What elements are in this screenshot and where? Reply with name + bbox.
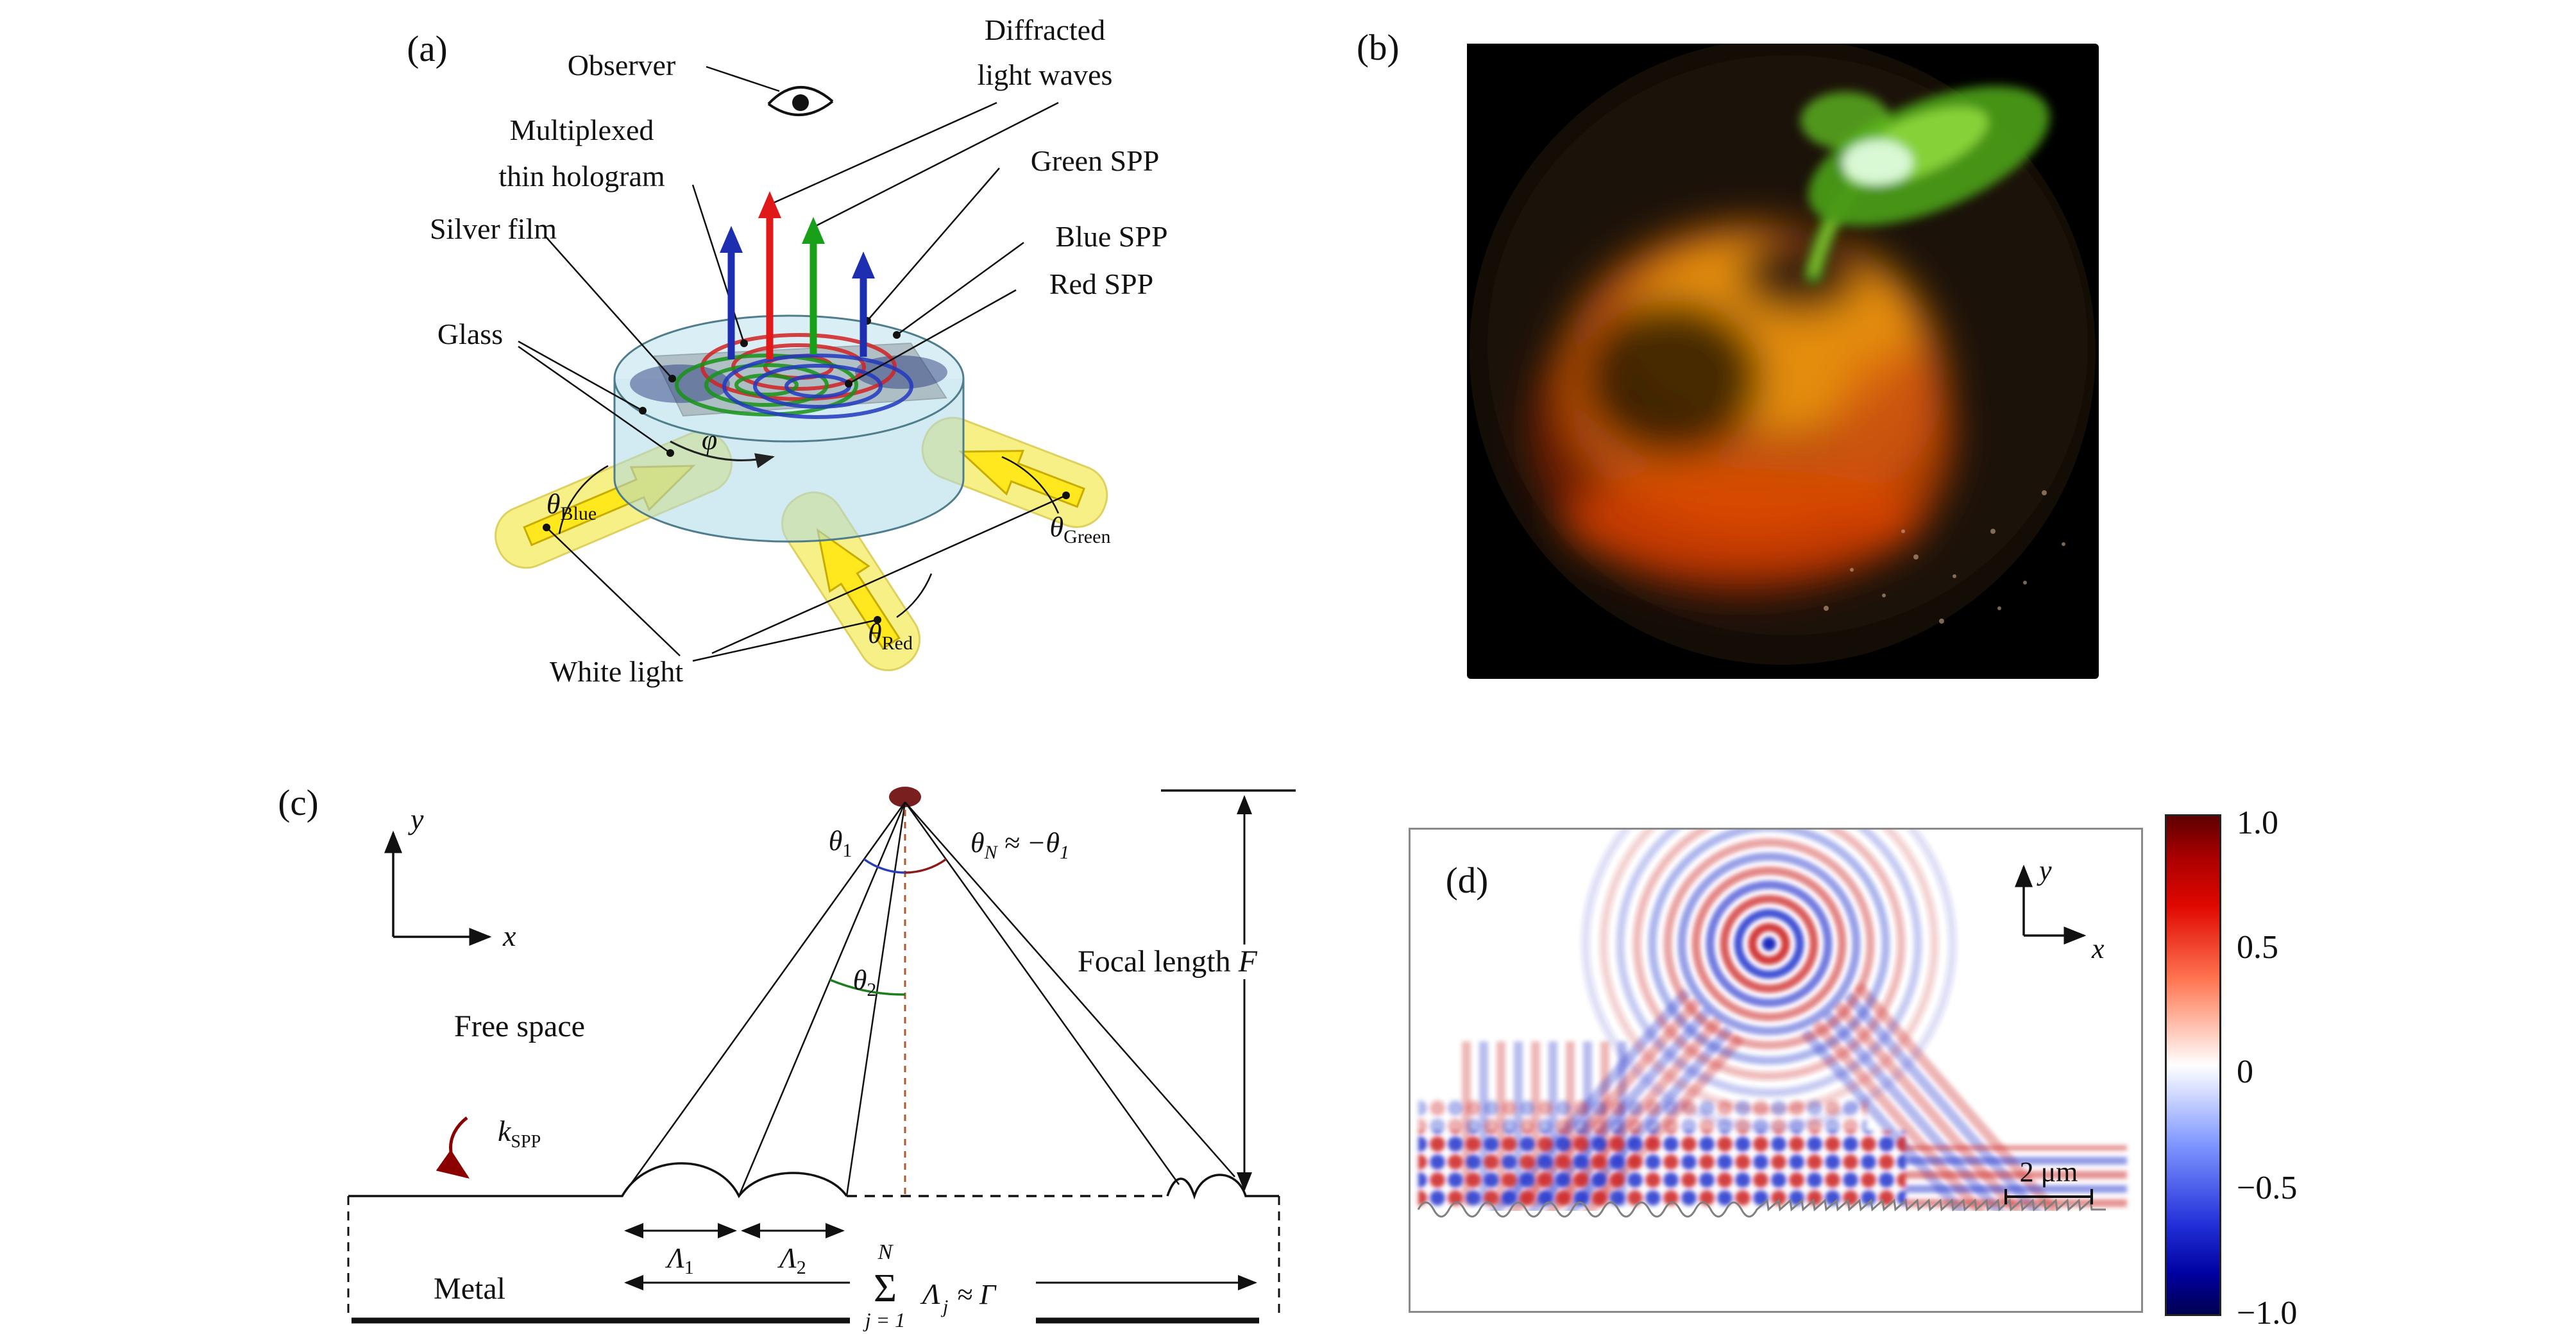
- multiplexed-hologram-rings: [630, 333, 947, 419]
- panel-d-tag: (d): [1446, 860, 1488, 901]
- colorbar-tick-m05: −0.5: [2237, 1170, 2298, 1206]
- substrate-mask: [1411, 1211, 2141, 1311]
- panel-c: (c) y x Free space kSPP Metal: [278, 783, 1296, 1331]
- focal-point: [889, 787, 921, 807]
- leader-lines: [518, 65, 1067, 662]
- label-silver-film: Silver film: [430, 212, 557, 245]
- label-theta-green: θGreen: [1050, 511, 1111, 547]
- sum-label-bg: [850, 1238, 1036, 1328]
- label-metal: Metal: [434, 1272, 505, 1306]
- observer-eye-icon: [767, 86, 834, 117]
- label-white-light: White light: [550, 655, 683, 688]
- glass-disk: [613, 314, 965, 543]
- sum-sigma: Σ: [874, 1267, 897, 1310]
- apple-body-glow: [1531, 223, 1954, 595]
- label-glass: Glass: [437, 318, 503, 350]
- panel-a-tag: (a): [407, 29, 447, 69]
- label-thetaN: θN ≈ −θ1: [970, 827, 1069, 863]
- diffracted-arrows: [720, 191, 875, 359]
- label-theta1: θ1: [829, 825, 852, 861]
- phi-rotation-arrow: [670, 440, 775, 468]
- label-lambda1: Λ1: [665, 1242, 694, 1278]
- beam-arrow-icon: [958, 450, 1085, 508]
- field-simulation: 2 μm y x (d): [1411, 756, 2141, 1311]
- sum-rhs: ≈ Γ: [957, 1279, 997, 1310]
- label-kspp: kSPP: [498, 1115, 541, 1152]
- leader-dots: [543, 317, 1070, 624]
- theta2-arc: [829, 979, 906, 996]
- sum-upper-limit: N: [877, 1240, 894, 1264]
- label-theta-blue: θBlue: [547, 488, 597, 524]
- dust-speckles: [1824, 490, 2065, 624]
- label-theta2: θ2: [853, 964, 877, 1000]
- label-multiplexed-2: thin hologram: [498, 160, 665, 192]
- label-theta-red: θRed: [868, 618, 913, 654]
- label-lambda2: Λ2: [777, 1242, 806, 1278]
- panel-d: 2 μm y x (d): [1409, 756, 2143, 1313]
- label-observer: Observer: [568, 49, 676, 81]
- label-x-axis: x: [2091, 933, 2105, 964]
- panel-b-tag: (b): [1357, 28, 1400, 68]
- scale-bar-label: 2 μm: [2020, 1156, 2078, 1188]
- hologram-photo: [1467, 44, 2099, 679]
- colorbar: [2165, 814, 2221, 1316]
- sum-lambda: Λ: [920, 1278, 940, 1310]
- sum-lambda-sub: j: [940, 1296, 948, 1317]
- sum-lower-limit: j = 1: [863, 1308, 905, 1331]
- scale-bar: [2004, 1189, 2093, 1204]
- white-light-beam-right: [921, 416, 1108, 528]
- blue-hologram-rings: [722, 354, 913, 419]
- label-y-axis: y: [408, 803, 424, 835]
- label-y-axis: y: [2037, 855, 2052, 886]
- colorbar-tick-05: 0.5: [2237, 929, 2278, 966]
- axes: y x: [2015, 855, 2105, 964]
- metal-box: [347, 1196, 1280, 1324]
- label-red-spp: Red SPP: [1049, 268, 1153, 300]
- label-diffracted-1: Diffracted: [985, 13, 1105, 46]
- focal-label-bg: [1066, 945, 1273, 979]
- colorbar-tick-min: −1.0: [2237, 1295, 2298, 1331]
- label-focal-length: Focal length F: [1078, 945, 1258, 979]
- label-blue-spp: Blue SPP: [1055, 220, 1167, 253]
- label-phi: φ: [702, 424, 717, 456]
- thetaN-arc: [904, 858, 947, 874]
- metal-surface: [348, 1162, 1279, 1200]
- label-x-axis: x: [502, 919, 516, 952]
- ray-fan: [621, 801, 1235, 1197]
- photo-corner-artifact: [1467, 44, 1531, 100]
- label-green-spp: Green SPP: [1031, 144, 1160, 177]
- colorbar-tick-max: 1.0: [2237, 805, 2278, 841]
- colorbar-ticks: 1.0 0.5 0 −0.5 −1.0: [2237, 805, 2352, 1331]
- theta1-arc: [863, 858, 906, 874]
- label-diffracted-2: light waves: [978, 58, 1113, 91]
- axes: y x: [384, 803, 516, 952]
- panel-a: (a) Observer Diffracted light waves Mult…: [407, 13, 1167, 688]
- apple-leaf-glow: [1801, 86, 2050, 226]
- standing-wave-band: [1418, 1099, 2127, 1207]
- grating-profile: [1417, 1199, 2106, 1218]
- angle-arcs: [558, 456, 1060, 619]
- label-free-space: Free space: [454, 1009, 585, 1043]
- panel-c-tag: (c): [278, 783, 318, 823]
- kspp-arrow: [436, 1116, 470, 1179]
- colorbar-tick-zero: 0: [2237, 1054, 2253, 1090]
- label-multiplexed-1: Multiplexed: [510, 114, 654, 146]
